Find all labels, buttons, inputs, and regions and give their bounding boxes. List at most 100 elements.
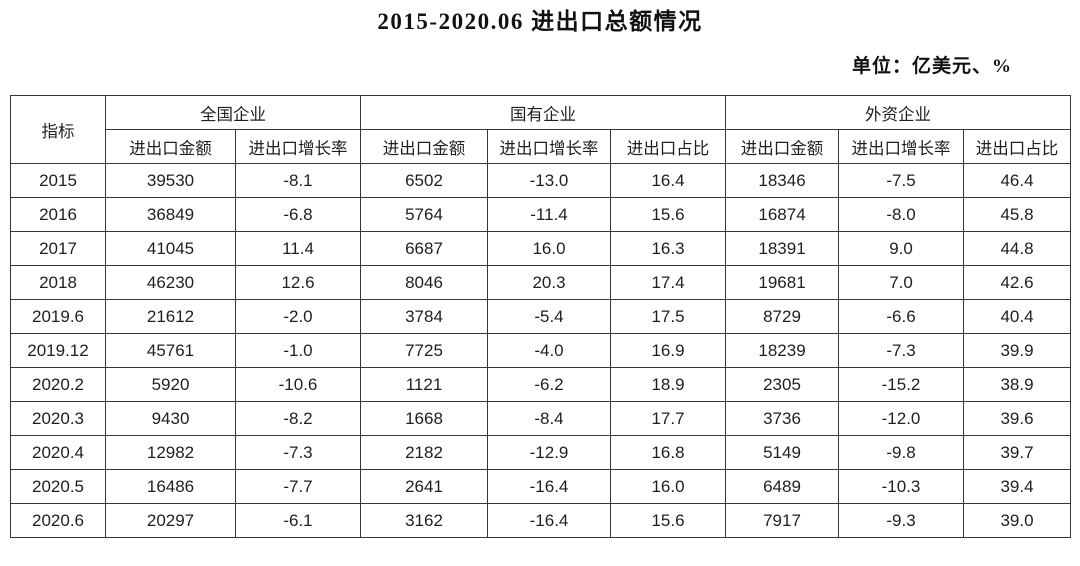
- header-foreign-amount: 进出口金额: [725, 129, 840, 164]
- table-row: 2020.2 5920 -10.6 1121 -6.2 18.9 2305 -15.2 38.9: [10, 367, 1072, 402]
- table-cell: 9430: [105, 401, 236, 436]
- table-cell: 12982: [105, 435, 236, 470]
- header-national-amount: 进出口金额: [105, 129, 236, 164]
- table-cell: 38.9: [963, 367, 1072, 402]
- table-row: 2018 46230 12.6 8046 20.3 17.4 19681 7.0 42.6: [10, 265, 1072, 300]
- row-indicator: 2020.5: [10, 469, 106, 504]
- table-cell: 16.8: [609, 435, 727, 470]
- table-cell: -6.8: [235, 197, 361, 232]
- table-cell: 18239: [725, 333, 840, 368]
- table-cell: -6.2: [487, 367, 611, 402]
- table-cell: 17.4: [609, 265, 727, 300]
- table-cell: 1668: [360, 401, 488, 436]
- row-indicator: 2020.6: [10, 503, 106, 538]
- table-cell: 20.3: [487, 265, 611, 300]
- table-cell: 6502: [360, 163, 488, 198]
- table-cell: 16.3: [609, 231, 727, 266]
- header-group-state-owned: 国有企业: [359, 95, 727, 130]
- table-cell: -8.0: [838, 197, 965, 232]
- table-cell: 15.6: [609, 197, 727, 232]
- table-cell: 7917: [725, 503, 840, 538]
- row-indicator: 2017: [10, 231, 106, 266]
- table-cell: -16.4: [487, 469, 611, 504]
- table-row: 2020.4 12982 -7.3 2182 -12.9 16.8 5149 -9.8 39.7: [10, 435, 1072, 470]
- table-cell: 16.9: [609, 333, 727, 368]
- header-state-amount: 进出口金额: [360, 129, 488, 164]
- table-cell: -12.0: [838, 401, 965, 436]
- table-cell: 45.8: [963, 197, 1072, 232]
- table-cell: 45761: [105, 333, 236, 368]
- table-cell: -7.7: [235, 469, 361, 504]
- table-cell: 16874: [725, 197, 840, 232]
- table-cell: 20297: [105, 503, 236, 538]
- row-indicator: 2019.12: [10, 333, 106, 368]
- table-cell: -1.0: [235, 333, 361, 368]
- table-cell: -8.2: [235, 401, 361, 436]
- row-indicator: 2015: [10, 163, 106, 198]
- table-cell: 3784: [360, 299, 488, 334]
- table-cell: 7725: [360, 333, 488, 368]
- table-cell: -8.1: [235, 163, 361, 198]
- table-cell: 6687: [360, 231, 488, 266]
- header-indicator: 指标: [10, 95, 106, 164]
- header-foreign-growth: 进出口增长率: [838, 129, 965, 164]
- table-cell: 5149: [725, 435, 840, 470]
- table-cell: 8729: [725, 299, 840, 334]
- table-cell: 39.4: [963, 469, 1072, 504]
- table-cell: -2.0: [235, 299, 361, 334]
- table-cell: -10.3: [838, 469, 965, 504]
- table-row: 2015 39530 -8.1 6502 -13.0 16.4 18346 -7.5 46.4: [10, 163, 1072, 198]
- row-indicator: 2020.4: [10, 435, 106, 470]
- table-cell: 39.6: [963, 401, 1072, 436]
- table-cell: -7.3: [235, 435, 361, 470]
- table-cell: 11.4: [235, 231, 361, 266]
- table-cell: -16.4: [487, 503, 611, 538]
- header-group-row: 指标 全国企业 国有企业 外资企业: [10, 95, 1072, 164]
- table-cell: 16.0: [609, 469, 727, 504]
- table-cell: 40.4: [963, 299, 1072, 334]
- table-cell: -11.4: [487, 197, 611, 232]
- table-row: 2016 36849 -6.8 5764 -11.4 15.6 16874 -8.0 45.8: [10, 197, 1072, 232]
- table-cell: 39530: [105, 163, 236, 198]
- row-indicator: 2020.3: [10, 401, 106, 436]
- table-cell: 18.9: [609, 367, 727, 402]
- table-header: 指标 全国企业 国有企业 外资企业 进出口金额 进出口增长率 进出口金额 进出口…: [10, 95, 1072, 164]
- table-row: 2019.12 45761 -1.0 7725 -4.0 16.9 18239 -7.3 39.…: [10, 333, 1072, 368]
- table-cell: -9.8: [838, 435, 965, 470]
- table-cell: -13.0: [487, 163, 611, 198]
- table-cell: -5.4: [487, 299, 611, 334]
- table-row: 2020.3 9430 -8.2 1668 -8.4 17.7 3736 -12.0 39.6: [10, 401, 1072, 436]
- page-title: 2015-2020.06 进出口总额情况: [377, 9, 703, 34]
- table-cell: 5764: [360, 197, 488, 232]
- table-cell: 18391: [725, 231, 840, 266]
- table-cell: 15.6: [609, 503, 727, 538]
- row-indicator: 2016: [10, 197, 106, 232]
- table-cell: 2182: [360, 435, 488, 470]
- table-row: 2020.5 16486 -7.7 2641 -16.4 16.0 6489 -10.3 39.…: [10, 469, 1072, 504]
- table-cell: -7.3: [838, 333, 965, 368]
- header-national-growth: 进出口增长率: [235, 129, 361, 164]
- table-cell: -7.5: [838, 163, 965, 198]
- table-cell: 44.8: [963, 231, 1072, 266]
- table-cell: 17.5: [609, 299, 727, 334]
- table-cell: 1121: [360, 367, 488, 402]
- table-cell: 16486: [105, 469, 236, 504]
- row-indicator: 2020.2: [10, 367, 106, 402]
- table-cell: 46.4: [963, 163, 1072, 198]
- table-cell: 3736: [725, 401, 840, 436]
- header-group-foreign: 外资企业: [725, 95, 1072, 130]
- table-cell: -15.2: [838, 367, 965, 402]
- table-cell: 21612: [105, 299, 236, 334]
- table-cell: -4.0: [487, 333, 611, 368]
- table-cell: 12.6: [235, 265, 361, 300]
- table-cell: 2641: [360, 469, 488, 504]
- table-cell: 18346: [725, 163, 840, 198]
- row-indicator: 2019.6: [10, 299, 106, 334]
- table-cell: 36849: [105, 197, 236, 232]
- table-cell: 9.0: [838, 231, 965, 266]
- table-body: 2015 39530 -8.1 6502 -13.0 16.4 18346 -7.5 46.4 2…: [10, 163, 1072, 538]
- table-cell: 39.0: [963, 503, 1072, 538]
- table-cell: 16.4: [609, 163, 727, 198]
- table-cell: -12.9: [487, 435, 611, 470]
- table-cell: 17.7: [609, 401, 727, 436]
